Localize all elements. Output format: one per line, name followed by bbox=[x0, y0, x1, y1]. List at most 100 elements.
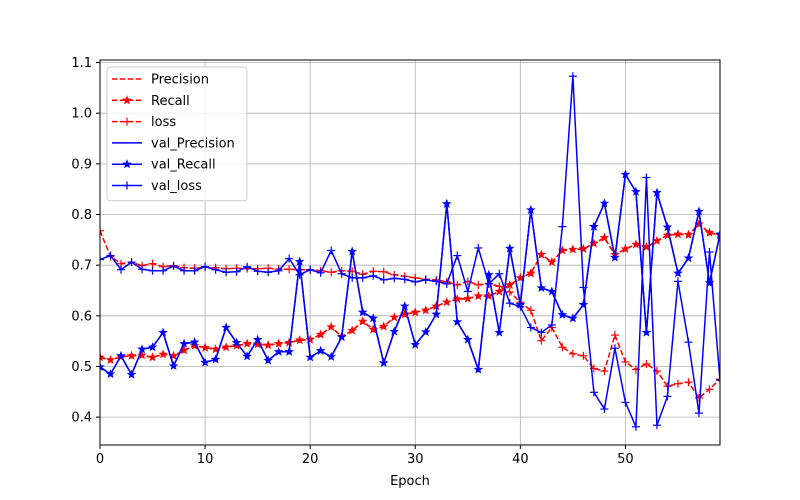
data-point bbox=[683, 229, 694, 239]
data-point bbox=[494, 286, 505, 296]
data-point bbox=[210, 354, 221, 364]
data-point bbox=[200, 357, 210, 367]
data-point bbox=[284, 346, 294, 356]
x-tick-label: 40 bbox=[512, 452, 529, 467]
series-line bbox=[100, 173, 720, 376]
data-point bbox=[315, 345, 326, 355]
data-point bbox=[378, 321, 389, 331]
y-tick-label: 0.7 bbox=[71, 259, 92, 274]
data-point bbox=[474, 280, 483, 289]
data-point bbox=[684, 338, 693, 347]
data-point bbox=[620, 169, 631, 179]
data-point bbox=[599, 198, 610, 208]
data-point bbox=[600, 367, 609, 376]
data-point bbox=[715, 229, 720, 239]
data-point bbox=[358, 273, 367, 282]
data-point bbox=[641, 327, 652, 337]
data-point bbox=[578, 243, 589, 254]
legend-label: Recall bbox=[151, 94, 190, 109]
y-tick-label: 1.1 bbox=[71, 56, 92, 71]
data-point bbox=[420, 326, 431, 337]
data-point bbox=[495, 282, 504, 291]
data-point bbox=[694, 409, 703, 418]
legend-box bbox=[106, 66, 248, 202]
data-point bbox=[126, 350, 137, 360]
data-point bbox=[537, 328, 546, 337]
data-point bbox=[231, 337, 242, 347]
data-point bbox=[294, 256, 305, 266]
x-tick-label: 20 bbox=[302, 452, 319, 467]
data-point bbox=[589, 388, 598, 397]
legend-marker bbox=[122, 95, 132, 105]
legend-marker bbox=[123, 181, 131, 190]
data-point bbox=[284, 337, 294, 347]
data-point bbox=[378, 357, 389, 368]
data-point bbox=[453, 251, 462, 260]
data-point bbox=[505, 299, 514, 308]
data-point bbox=[642, 359, 651, 368]
data-point bbox=[274, 266, 283, 275]
data-point bbox=[117, 265, 126, 274]
data-point bbox=[600, 405, 609, 414]
data-point bbox=[631, 422, 640, 431]
data-point bbox=[158, 327, 168, 337]
data-point bbox=[663, 392, 672, 401]
data-point bbox=[568, 349, 577, 358]
series-val-recall bbox=[100, 169, 720, 379]
data-point bbox=[189, 337, 200, 347]
data-point bbox=[400, 275, 409, 284]
data-point bbox=[410, 339, 421, 349]
data-point bbox=[568, 72, 577, 81]
data-point bbox=[231, 340, 242, 350]
data-point bbox=[137, 344, 147, 354]
data-point bbox=[621, 398, 630, 407]
data-point bbox=[264, 268, 273, 277]
legend-label: Precision bbox=[151, 73, 209, 88]
data-point bbox=[579, 283, 588, 292]
legend: Precision Recall loss val_Precision val_Reca… bbox=[106, 66, 248, 202]
data-point bbox=[232, 267, 241, 276]
y-tick-label: 0.5 bbox=[71, 360, 92, 375]
data-point bbox=[147, 342, 158, 352]
data-point bbox=[116, 350, 126, 360]
data-point bbox=[138, 265, 147, 274]
data-point bbox=[158, 349, 168, 359]
legend-label: loss bbox=[151, 115, 176, 130]
data-point bbox=[610, 344, 619, 353]
data-point bbox=[357, 316, 368, 326]
data-point bbox=[201, 262, 210, 271]
x-tick-label: 30 bbox=[407, 452, 424, 467]
data-point bbox=[399, 301, 410, 311]
legend-entry: val_loss bbox=[112, 179, 202, 194]
data-point bbox=[315, 329, 326, 339]
data-point bbox=[431, 309, 442, 319]
data-point bbox=[306, 265, 315, 274]
data-point bbox=[662, 230, 673, 240]
series-val-loss bbox=[100, 72, 720, 431]
data-point bbox=[263, 340, 273, 350]
data-point bbox=[242, 351, 252, 361]
data-point bbox=[105, 369, 116, 379]
data-point bbox=[441, 297, 452, 307]
series-line bbox=[100, 230, 720, 399]
data-point bbox=[347, 325, 357, 335]
data-point bbox=[463, 287, 472, 296]
data-point bbox=[336, 332, 347, 342]
data-point bbox=[368, 313, 379, 323]
data-point bbox=[285, 265, 294, 274]
data-point bbox=[390, 274, 399, 283]
data-point bbox=[694, 206, 704, 216]
data-point bbox=[558, 222, 567, 231]
data-point bbox=[526, 323, 535, 332]
data-point bbox=[673, 268, 683, 278]
data-point bbox=[305, 352, 315, 362]
data-point bbox=[631, 239, 641, 249]
data-point bbox=[516, 302, 525, 311]
data-point bbox=[326, 351, 336, 361]
data-point bbox=[463, 334, 473, 344]
data-point bbox=[294, 335, 305, 345]
legend-entry: Precision bbox=[112, 73, 209, 88]
legend-entry: loss bbox=[112, 115, 176, 130]
data-point bbox=[200, 342, 210, 352]
